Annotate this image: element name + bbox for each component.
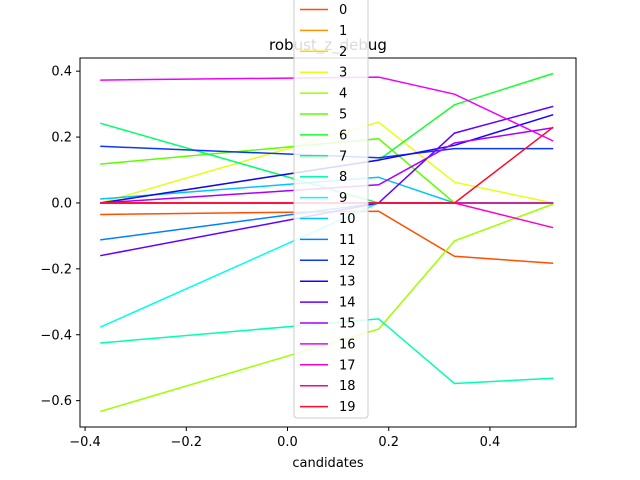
legend-label-14: 14 [339,296,356,311]
series-line-15 [100,127,554,204]
series-line-16 [100,76,554,142]
legend-label-18: 18 [339,379,356,394]
legend-label-8: 8 [339,170,347,185]
legend-label-12: 12 [339,254,356,269]
legend-label-7: 7 [339,149,347,164]
legend-label-5: 5 [339,108,347,123]
series-line-13 [100,113,554,204]
legend-label-1: 1 [339,24,347,39]
x-axis-title: candidates [292,456,364,471]
y-tick-label: −0.2 [40,262,72,277]
legend-label-9: 9 [339,191,347,206]
x-tick-label: 0.2 [378,435,399,450]
legend-box [293,0,369,419]
series-layer [99,72,554,413]
legend-label-10: 10 [339,212,356,227]
legend-label-11: 11 [339,233,356,248]
y-tick-label: 0.4 [51,65,72,80]
x-tick-label: −0.2 [170,435,202,450]
series-line-0 [100,210,554,265]
x-tick-label: 0.0 [277,435,298,450]
legend-label-15: 15 [339,317,356,332]
y-tick-label: −0.4 [40,328,72,343]
legend-label-0: 0 [339,3,347,18]
legend-label-6: 6 [339,128,347,143]
series-line-4 [99,203,554,413]
y-axis: −0.6 −0.4 −0.2 0.0 0.2 0.4 [40,65,80,409]
x-tick-label: 0.4 [480,435,501,450]
legend-label-16: 16 [339,337,356,352]
legend-label-2: 2 [339,45,347,60]
y-tick-label: −0.6 [40,394,72,409]
x-tick-label: −0.4 [69,435,101,450]
legend-label-13: 13 [339,275,356,290]
legend-label-17: 17 [339,358,356,373]
series-line-14 [100,105,554,257]
legend-label-4: 4 [339,87,347,102]
y-tick-label: 0.0 [51,196,72,211]
series-line-8 [100,318,554,385]
y-tick-label: 0.2 [51,131,72,146]
legend-label-19: 19 [339,400,356,415]
x-axis: −0.4 −0.2 0.0 0.2 0.4 [69,427,500,450]
legend-label-3: 3 [339,66,347,81]
series-line-19 [100,126,554,204]
